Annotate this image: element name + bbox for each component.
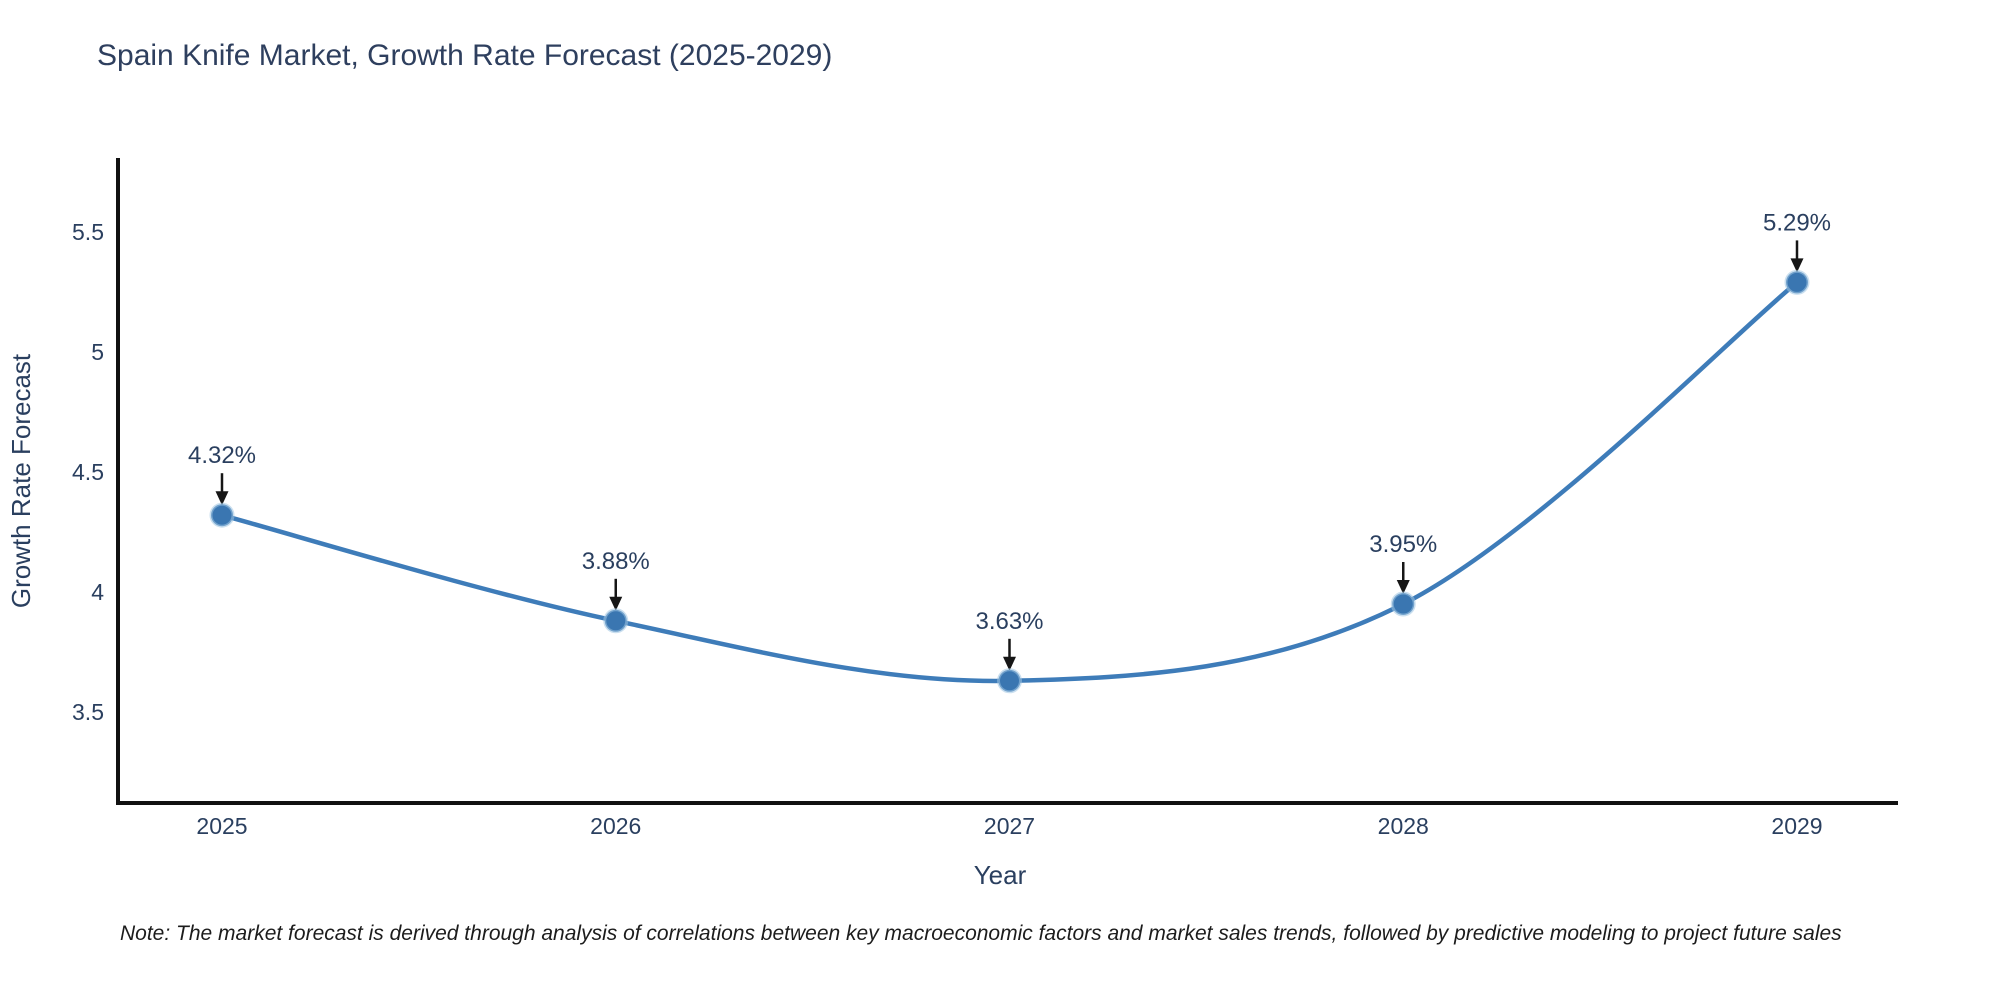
annotation-arrowhead: [1790, 258, 1804, 273]
annotation-label: 5.29%: [1763, 209, 1831, 236]
data-point-2028[interactable]: [1390, 591, 1416, 617]
annotation-label: 3.88%: [582, 548, 650, 575]
annotation-label: 3.63%: [975, 608, 1043, 635]
annotation-arrowhead: [215, 491, 229, 506]
annotation-label: 4.32%: [188, 442, 256, 469]
data-point-2026[interactable]: [603, 608, 629, 634]
y-axis-title: Growth Rate Forecast: [6, 353, 36, 608]
annotation-label: 3.95%: [1369, 531, 1437, 558]
y-tick-label: 5: [91, 339, 104, 365]
annotation-arrowhead: [1003, 656, 1016, 671]
x-tick-label: 2026: [590, 813, 641, 839]
x-tick-label: 2029: [1771, 813, 1822, 839]
data-point-2025[interactable]: [209, 502, 235, 528]
y-tick-label: 5.5: [72, 219, 104, 245]
y-tick-label: 3.5: [72, 699, 104, 725]
x-tick-label: 2027: [984, 813, 1035, 839]
x-tick-label: 2025: [196, 813, 247, 839]
chart-title: Spain Knife Market, Growth Rate Forecast…: [97, 39, 832, 72]
plot-area: 3.5 4 4.5 5 5.5 2025 2026 2027 2028 2029 4.32% 3.88…: [72, 209, 1831, 839]
annotation-arrowhead: [609, 596, 623, 611]
y-tick-label: 4.5: [72, 459, 104, 485]
annotation-arrowhead: [1396, 580, 1410, 594]
data-point-2029[interactable]: [1784, 269, 1810, 295]
y-tick-label: 4: [91, 579, 104, 605]
x-tick-label: 2028: [1378, 813, 1429, 839]
footnote: Note: The market forecast is derived thr…: [120, 922, 1842, 945]
x-axis-title: Year: [974, 860, 1027, 890]
data-point-2027[interactable]: [997, 668, 1022, 694]
